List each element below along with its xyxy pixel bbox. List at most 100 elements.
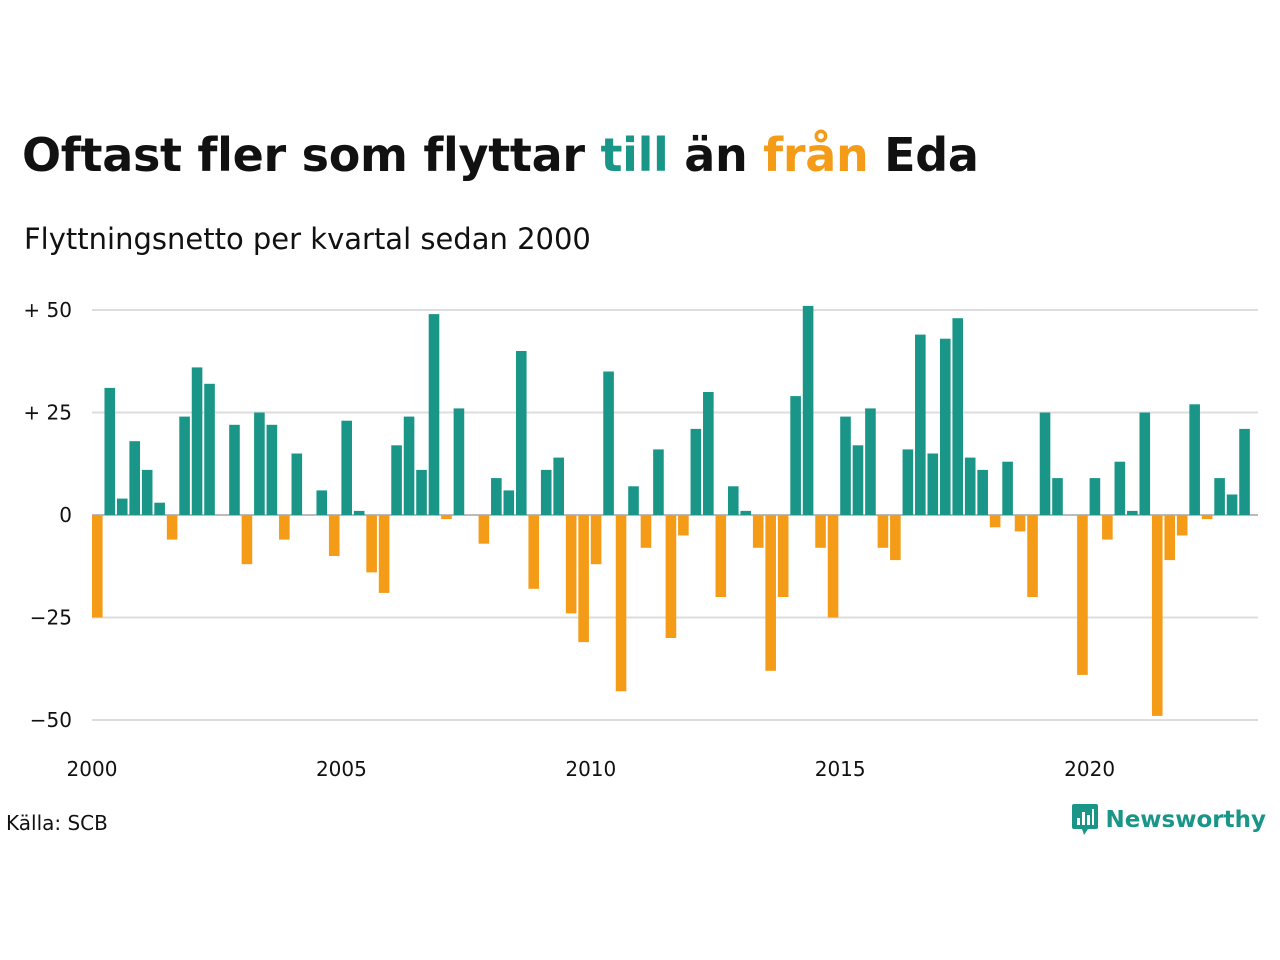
x-tick-label: 2015 [815, 757, 866, 781]
bar [952, 318, 964, 515]
bar [204, 383, 215, 515]
title-part1: Oftast fler som flyttar [22, 128, 601, 182]
bar [815, 515, 826, 548]
y-axis-labels: + 50 + 25 0 −25 −50 [23, 298, 72, 732]
bar [279, 515, 290, 540]
bar [590, 515, 602, 565]
y-tick-label: + 25 [23, 401, 72, 425]
bar [416, 469, 427, 515]
bar [1127, 510, 1138, 515]
bar [777, 515, 789, 597]
bars [92, 305, 1250, 716]
bar [615, 515, 627, 692]
y-tick-label: −25 [30, 606, 72, 630]
bar [166, 515, 178, 540]
bar [241, 515, 253, 565]
bar [179, 416, 190, 515]
brand-name: Newsworthy [1105, 807, 1266, 833]
bar [715, 515, 727, 597]
bar [890, 515, 901, 561]
bar [727, 486, 739, 515]
bar [478, 515, 490, 544]
bar [1176, 515, 1188, 536]
title-part2: än [668, 128, 764, 182]
bar [515, 351, 527, 515]
bar [565, 515, 577, 614]
bar [915, 334, 926, 515]
bar [1226, 494, 1238, 515]
bar [528, 515, 540, 589]
bar [865, 408, 876, 515]
bar [1214, 478, 1225, 515]
bar [1052, 478, 1063, 515]
bar [441, 515, 452, 520]
bar [366, 515, 377, 573]
bar [1139, 412, 1151, 515]
bar [790, 396, 801, 515]
bar [453, 408, 465, 515]
bar [503, 490, 515, 515]
bar [902, 449, 914, 515]
bar [1102, 515, 1113, 540]
bar [1077, 515, 1088, 675]
chart-title: Oftast fler som flyttar till än från Eda [22, 128, 979, 182]
bar [316, 490, 328, 515]
bar [428, 314, 440, 515]
bar [852, 445, 864, 515]
bar [391, 445, 402, 515]
bar [740, 510, 752, 515]
title-fran: från [763, 128, 869, 182]
bar [1114, 461, 1126, 515]
bar [1039, 412, 1051, 515]
bar [491, 478, 502, 515]
x-tick-label: 2000 [67, 757, 118, 781]
bar [141, 469, 153, 515]
x-tick-label: 2010 [565, 757, 616, 781]
bar [1239, 428, 1250, 515]
bar [328, 515, 340, 556]
x-tick-label: 2020 [1064, 757, 1115, 781]
bar [154, 502, 165, 515]
bar [116, 498, 128, 515]
bar-chart: + 50 + 25 0 −25 −50 2000 2005 2010 2015 2020 [23, 298, 1258, 781]
bar [964, 457, 976, 515]
title-part3: Eda [868, 128, 979, 182]
bar [403, 416, 415, 515]
bar [129, 441, 141, 515]
bar [553, 457, 564, 515]
bar [540, 469, 552, 515]
source-note: Källa: SCB [6, 811, 108, 835]
bar [1201, 515, 1213, 520]
bar [1002, 461, 1013, 515]
bar [353, 510, 365, 515]
bar [1089, 478, 1101, 515]
bar [827, 515, 839, 618]
bar [1189, 404, 1200, 515]
bar [378, 515, 390, 593]
bar [92, 515, 103, 618]
bar [341, 420, 352, 515]
bar [1014, 515, 1026, 532]
y-tick-label: + 50 [23, 298, 72, 322]
bar [665, 515, 677, 638]
x-axis-labels: 2000 2005 2010 2015 2020 [67, 757, 1116, 781]
chart-subtitle: Flyttningsnetto per kvartal sedan 2000 [24, 222, 591, 256]
bar [939, 338, 951, 515]
bar [640, 515, 652, 548]
bar [603, 371, 614, 515]
brand-logo: Newsworthy [1071, 803, 1266, 837]
bar [1151, 515, 1163, 716]
bar [1027, 515, 1038, 597]
bar [1164, 515, 1176, 561]
bar [678, 515, 689, 536]
bar [266, 424, 278, 515]
bar [752, 515, 764, 548]
title-till: till [600, 128, 669, 182]
bar [191, 367, 203, 515]
x-tick-label: 2005 [316, 757, 367, 781]
bar [291, 453, 303, 515]
bar [877, 515, 889, 548]
bar [578, 515, 589, 643]
bar [927, 453, 939, 515]
bar [690, 428, 702, 515]
